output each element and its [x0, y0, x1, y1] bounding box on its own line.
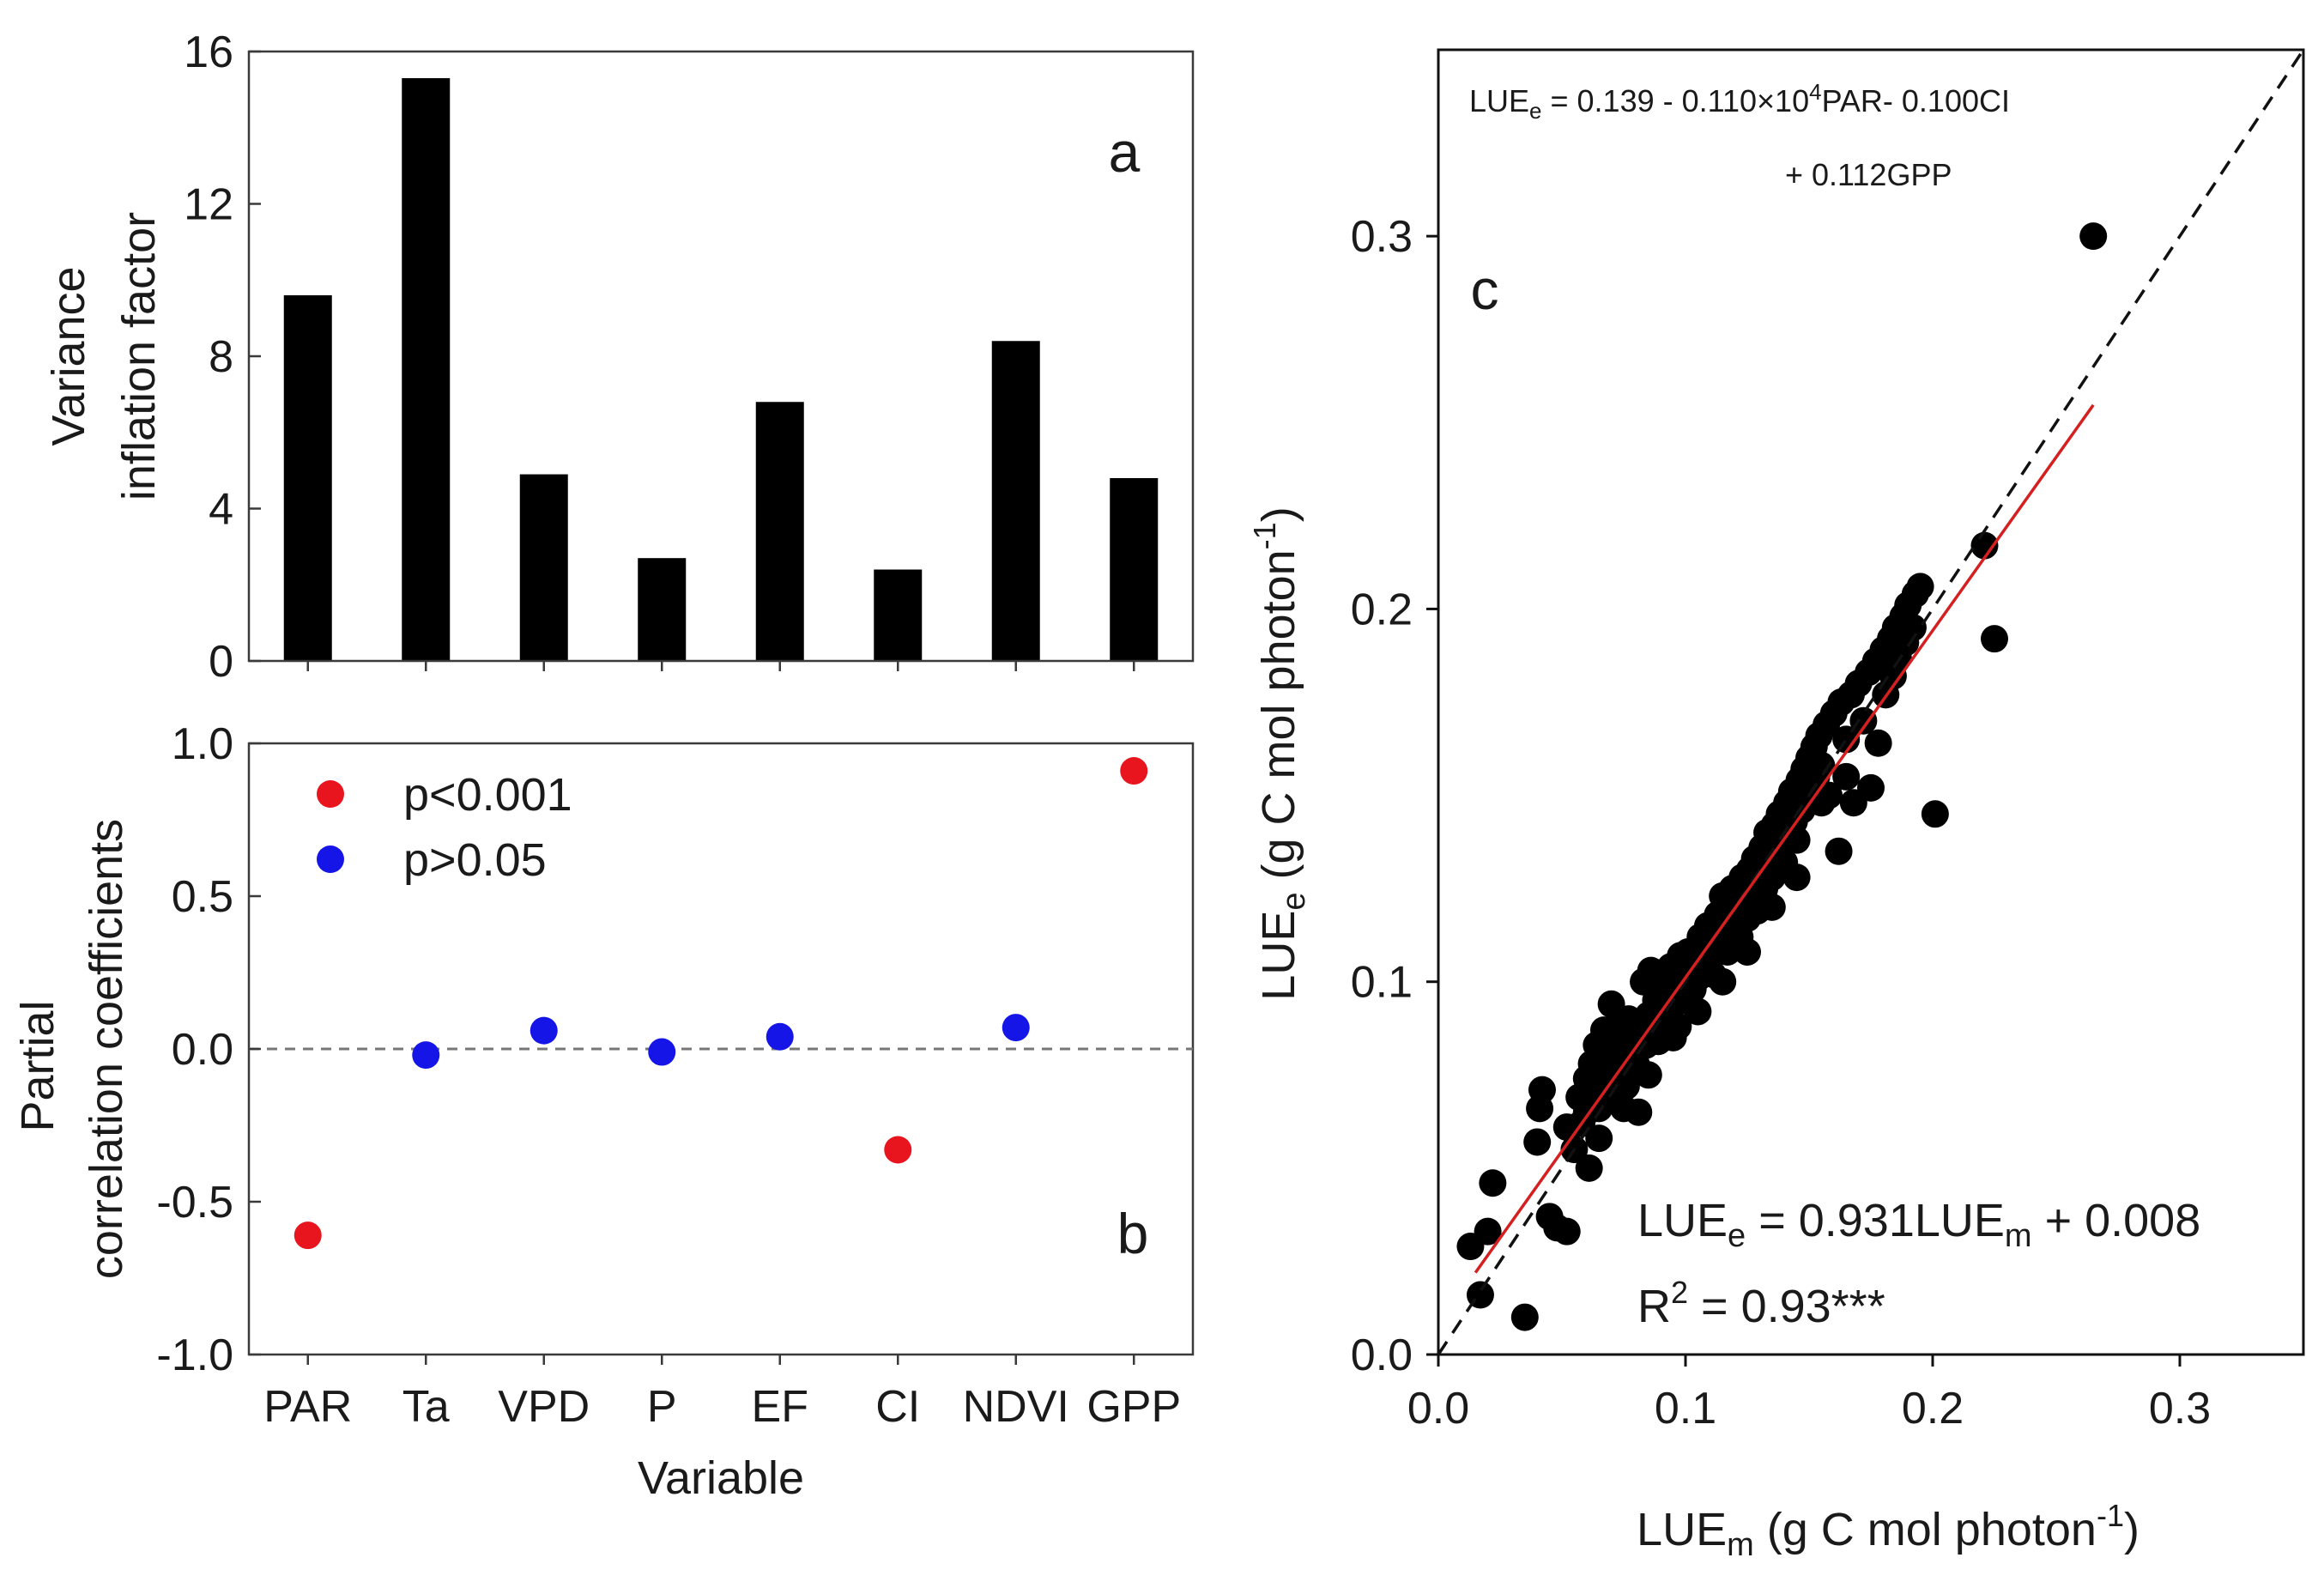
panel-a-bar-chart: 0 4 8 12 16 Variance inflation factor a [43, 27, 1195, 687]
point-gpp [1120, 757, 1148, 785]
data-point [1906, 573, 1934, 601]
panel-a-frame [247, 50, 1195, 663]
bar-ef [755, 402, 804, 661]
panel-c-xtick-label: 0.1 [1655, 1384, 1716, 1433]
panel-b-ylabel-line1: Partial [12, 1000, 64, 1131]
panel-b-xlabel: Variable [638, 1452, 804, 1504]
panel-b-ytick-label: 0.5 [172, 872, 233, 922]
one-to-one-line [1437, 49, 2305, 1355]
bar-p [638, 558, 687, 661]
data-point [1825, 837, 1853, 865]
bar-gpp [1110, 478, 1159, 661]
panel-b-ytick-label: -0.5 [156, 1178, 233, 1227]
legend-marker [317, 780, 344, 808]
data-point [1734, 937, 1761, 966]
data-point [1857, 773, 1885, 802]
panel-c-ylabel: LUEe (g C mol photon-1) [1247, 506, 1312, 1000]
point-ta [412, 1041, 440, 1070]
data-point [1474, 1217, 1502, 1246]
data-point [1610, 1094, 1637, 1123]
multiple-regression-equation: LUEe = 0.139 - 0.110×104PAR- 0.100CI [1469, 79, 2010, 124]
panel-c-ytick-label: 0.2 [1351, 585, 1413, 634]
point-ci [884, 1136, 912, 1164]
legend-label: p>0.05 [403, 834, 547, 886]
data-point [1528, 1076, 1556, 1104]
data-point [2079, 222, 2108, 251]
data-point [1612, 1072, 1640, 1100]
legend-marker [317, 846, 344, 873]
panel-a-ylabel-line1: Variance [43, 266, 94, 445]
data-point [1807, 751, 1836, 779]
panel-c-scatter-chart: 0.0 0.1 0.2 0.3 0.0 0.1 0.2 0.3 LUEm (g C mol ph… [1247, 48, 2305, 1563]
point-ndvi [1002, 1014, 1030, 1042]
panel-b-xtick-label: CI [875, 1382, 920, 1432]
bar-vpd [519, 474, 568, 661]
data-point [1864, 729, 1892, 757]
panel-b-xtick-label: PAR [263, 1382, 352, 1432]
panel-b-xtick-label: EF [752, 1382, 808, 1432]
regression-line [1474, 403, 2095, 1274]
panel-b-scatter-chart: -1.0 -0.5 0.0 0.5 1.0 PAR Ta VPD P EF CI NDVI GPP p<0… [12, 719, 1195, 1504]
data-point [1523, 1128, 1552, 1156]
panel-a-ytick-label: 0 [209, 637, 233, 687]
point-vpd [530, 1016, 558, 1045]
panel-b-xtick-label: GPP [1086, 1382, 1181, 1432]
panel-c-ytick-label: 0.1 [1351, 958, 1413, 1008]
legend-label: p<0.001 [403, 769, 572, 821]
panel-c-xtick-label: 0.2 [1902, 1384, 1964, 1433]
bar-ci [874, 569, 923, 661]
data-point [1684, 997, 1712, 1026]
panel-a-ytick-label: 12 [184, 180, 233, 230]
panel-a-ytick-label: 4 [209, 485, 233, 535]
data-point [1575, 1154, 1603, 1182]
bar-par [283, 295, 332, 661]
panel-b-xtick-label: NDVI [963, 1382, 1069, 1432]
data-point [1634, 1061, 1662, 1089]
data-point [1709, 967, 1737, 996]
panel-b-xtick-label: Ta [402, 1382, 450, 1432]
panel-a-ytick-label: 8 [209, 332, 233, 382]
data-point [1849, 706, 1878, 735]
data-point [1970, 531, 1999, 560]
bar-ta [402, 78, 451, 661]
panel-c-xlabel: LUEm (g C mol photon-1) [1637, 1498, 2139, 1563]
data-point [1552, 1217, 1581, 1246]
fit-equation: LUEe = 0.931LUEm + 0.008 [1637, 1195, 2200, 1254]
data-point [1758, 893, 1786, 921]
data-point [1585, 1124, 1613, 1153]
point-par [294, 1221, 322, 1250]
data-point [1659, 1023, 1687, 1052]
panel-c-ytick-label: 0.3 [1351, 212, 1413, 262]
panel-a-ytick-label: 16 [184, 27, 233, 77]
panel-c-ytick-label: 0.0 [1351, 1330, 1413, 1380]
panel-b-ytick-label: -1.0 [156, 1330, 233, 1380]
multiple-regression-equation-line2: + 0.112GPP [1785, 157, 1952, 192]
panel-c-xtick-label: 0.3 [2149, 1384, 2211, 1433]
panel-a-letter: a [1109, 120, 1141, 184]
data-point [1981, 625, 2008, 653]
panel-c-xtick-label: 0.0 [1407, 1384, 1469, 1433]
bar-ndvi [991, 341, 1040, 661]
r-squared-label: R2 = 0.93*** [1637, 1275, 1885, 1332]
panel-c-letter: c [1471, 258, 1499, 321]
data-point [1782, 864, 1811, 892]
data-point [1832, 762, 1861, 791]
data-point [1832, 725, 1861, 754]
panel-b-xtick-label: VPD [498, 1382, 590, 1432]
panel-a-ylabel-line2: inflation factor [113, 212, 165, 500]
point-p [648, 1038, 676, 1066]
panel-b-ylabel-line2: correlation coefficients [81, 819, 132, 1279]
data-point [1898, 614, 1927, 642]
panel-c-frame [1437, 48, 2305, 1356]
panel-b-ytick-label: 1.0 [172, 719, 233, 769]
panel-b-xtick-label: P [647, 1382, 677, 1432]
data-point [1921, 800, 1949, 828]
data-point [1479, 1169, 1507, 1197]
data-point [1510, 1303, 1539, 1331]
panel-b-letter: b [1117, 1202, 1149, 1265]
point-ef [766, 1022, 794, 1051]
panel-b-ytick-label: 0.0 [172, 1025, 233, 1075]
